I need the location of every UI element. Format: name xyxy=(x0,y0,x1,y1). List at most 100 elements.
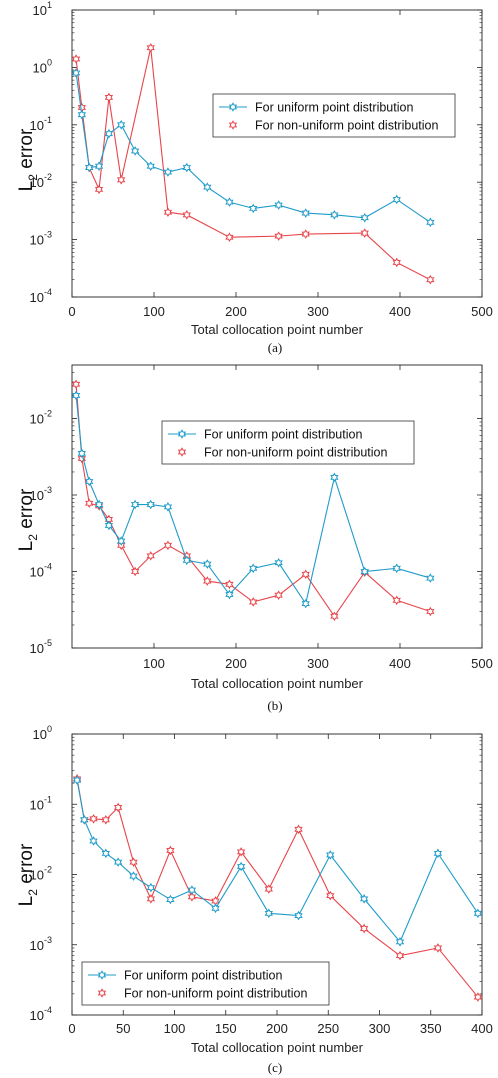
data-point-uniform xyxy=(274,557,283,568)
data-point-uniform xyxy=(294,910,303,921)
legend: For uniform point distribution For non-un… xyxy=(161,420,415,465)
y-tick-exponent: -1 xyxy=(44,794,52,804)
data-point-uniform xyxy=(130,499,140,510)
data-point-non-uniform xyxy=(395,950,405,961)
legend-label: For uniform point distribution xyxy=(255,101,413,115)
data-point-uniform xyxy=(182,162,191,173)
data-point-uniform xyxy=(163,502,173,512)
y-tick-exponent: -1 xyxy=(44,115,52,125)
data-point-uniform xyxy=(249,203,258,214)
data-point-uniform xyxy=(80,815,89,825)
data-point-uniform xyxy=(146,499,155,510)
x-tick-label: 400 xyxy=(471,1021,493,1036)
data-point-uniform xyxy=(426,217,435,228)
y-tick-exponent: -4 xyxy=(44,561,52,571)
data-point-non-uniform xyxy=(433,943,443,953)
data-point-non-uniform xyxy=(71,54,81,64)
data-point-non-uniform xyxy=(301,229,310,239)
y-tick-label: 10-4 xyxy=(30,1005,52,1023)
legend-label: For uniform point distribution xyxy=(204,428,362,442)
x-tick-label: 200 xyxy=(266,1021,288,1036)
data-point-uniform xyxy=(94,161,104,171)
x-axis-label: Total collocation point number xyxy=(191,676,364,691)
data-point-uniform xyxy=(330,472,339,483)
x-tick-label: 0 xyxy=(68,1021,75,1036)
data-point-non-uniform xyxy=(130,566,140,577)
data-point-non-uniform xyxy=(473,992,483,1002)
y-label-subscript: 2 xyxy=(26,534,40,541)
data-point-uniform xyxy=(203,559,212,569)
data-point-non-uniform xyxy=(113,802,123,813)
data-point-uniform xyxy=(433,848,443,859)
y-label-main: L xyxy=(16,896,37,907)
x-tick-label: 500 xyxy=(471,304,493,319)
data-point-uniform xyxy=(77,109,86,120)
data-point-non-uniform xyxy=(104,92,114,103)
data-point-uniform xyxy=(330,210,339,220)
data-point-non-uniform xyxy=(330,611,339,622)
data-point-uniform xyxy=(301,208,310,218)
y-tick-exponent: -3 xyxy=(44,230,52,240)
data-point-uniform xyxy=(71,68,81,78)
data-point-uniform xyxy=(274,200,283,210)
data-point-non-uniform xyxy=(225,232,234,243)
x-axis-label: Total collocation point number xyxy=(191,1040,364,1055)
y-label-rest: error xyxy=(16,843,37,889)
legend: For uniform point distribution For non-un… xyxy=(81,961,330,1006)
data-point-uniform xyxy=(187,885,197,895)
data-point-non-uniform xyxy=(274,231,283,241)
y-tick-label: 10-4 xyxy=(30,561,52,579)
data-point-uniform xyxy=(395,937,405,947)
x-tick-label: 50 xyxy=(116,1021,130,1036)
data-point-non-uniform xyxy=(426,606,435,617)
data-point-uniform xyxy=(146,882,156,893)
data-point-uniform xyxy=(301,598,310,609)
data-point-uniform xyxy=(225,197,234,207)
legend-box xyxy=(161,420,415,465)
data-point-non-uniform xyxy=(182,210,191,220)
data-point-uniform xyxy=(359,894,369,904)
data-point-uniform xyxy=(426,573,435,583)
legend-marker xyxy=(228,102,238,112)
data-point-non-uniform xyxy=(89,814,98,824)
x-tick-label: 0 xyxy=(68,304,75,319)
x-tick-label: 300 xyxy=(307,656,329,671)
data-point-uniform xyxy=(166,894,175,905)
data-point-non-uniform xyxy=(129,857,138,867)
data-point-non-uniform xyxy=(85,498,94,509)
y-tick-exponent: 0 xyxy=(47,57,52,67)
legend-label: For non-uniform point distribution xyxy=(204,446,387,460)
legend-marker xyxy=(97,970,107,980)
data-point-uniform xyxy=(163,167,173,177)
data-point-uniform xyxy=(104,128,114,139)
legend: For uniform point distribution For non-un… xyxy=(212,93,456,138)
legend-label: For uniform point distribution xyxy=(124,969,282,983)
panel-caption: (c) xyxy=(268,1060,282,1075)
data-point-uniform xyxy=(113,857,123,867)
legend-marker xyxy=(97,988,107,998)
legend-label: For non-uniform point distribution xyxy=(255,119,438,133)
y-label-subscript: 2 xyxy=(26,889,40,896)
data-point-non-uniform xyxy=(146,894,156,904)
y-tick-exponent: -5 xyxy=(44,638,52,648)
data-point-uniform xyxy=(360,566,369,577)
x-tick-label: 100 xyxy=(143,656,165,671)
data-point-non-uniform xyxy=(264,884,273,894)
data-point-non-uniform xyxy=(249,597,258,607)
y-tick-exponent: -3 xyxy=(44,935,52,945)
data-point-non-uniform xyxy=(392,595,401,606)
legend-marker xyxy=(177,447,187,457)
x-tick-label: 300 xyxy=(307,304,329,319)
data-point-uniform xyxy=(326,850,335,860)
y-label-subscript: 2 xyxy=(26,174,40,181)
data-point-non-uniform xyxy=(94,184,104,195)
x-tick-label: 150 xyxy=(215,1021,237,1036)
y-label-rest: error xyxy=(16,128,37,174)
data-point-non-uniform xyxy=(71,379,81,390)
series-line-non-uniform xyxy=(75,384,431,618)
data-point-non-uniform xyxy=(392,257,401,268)
data-point-non-uniform xyxy=(301,569,310,580)
data-point-non-uniform xyxy=(117,175,126,185)
